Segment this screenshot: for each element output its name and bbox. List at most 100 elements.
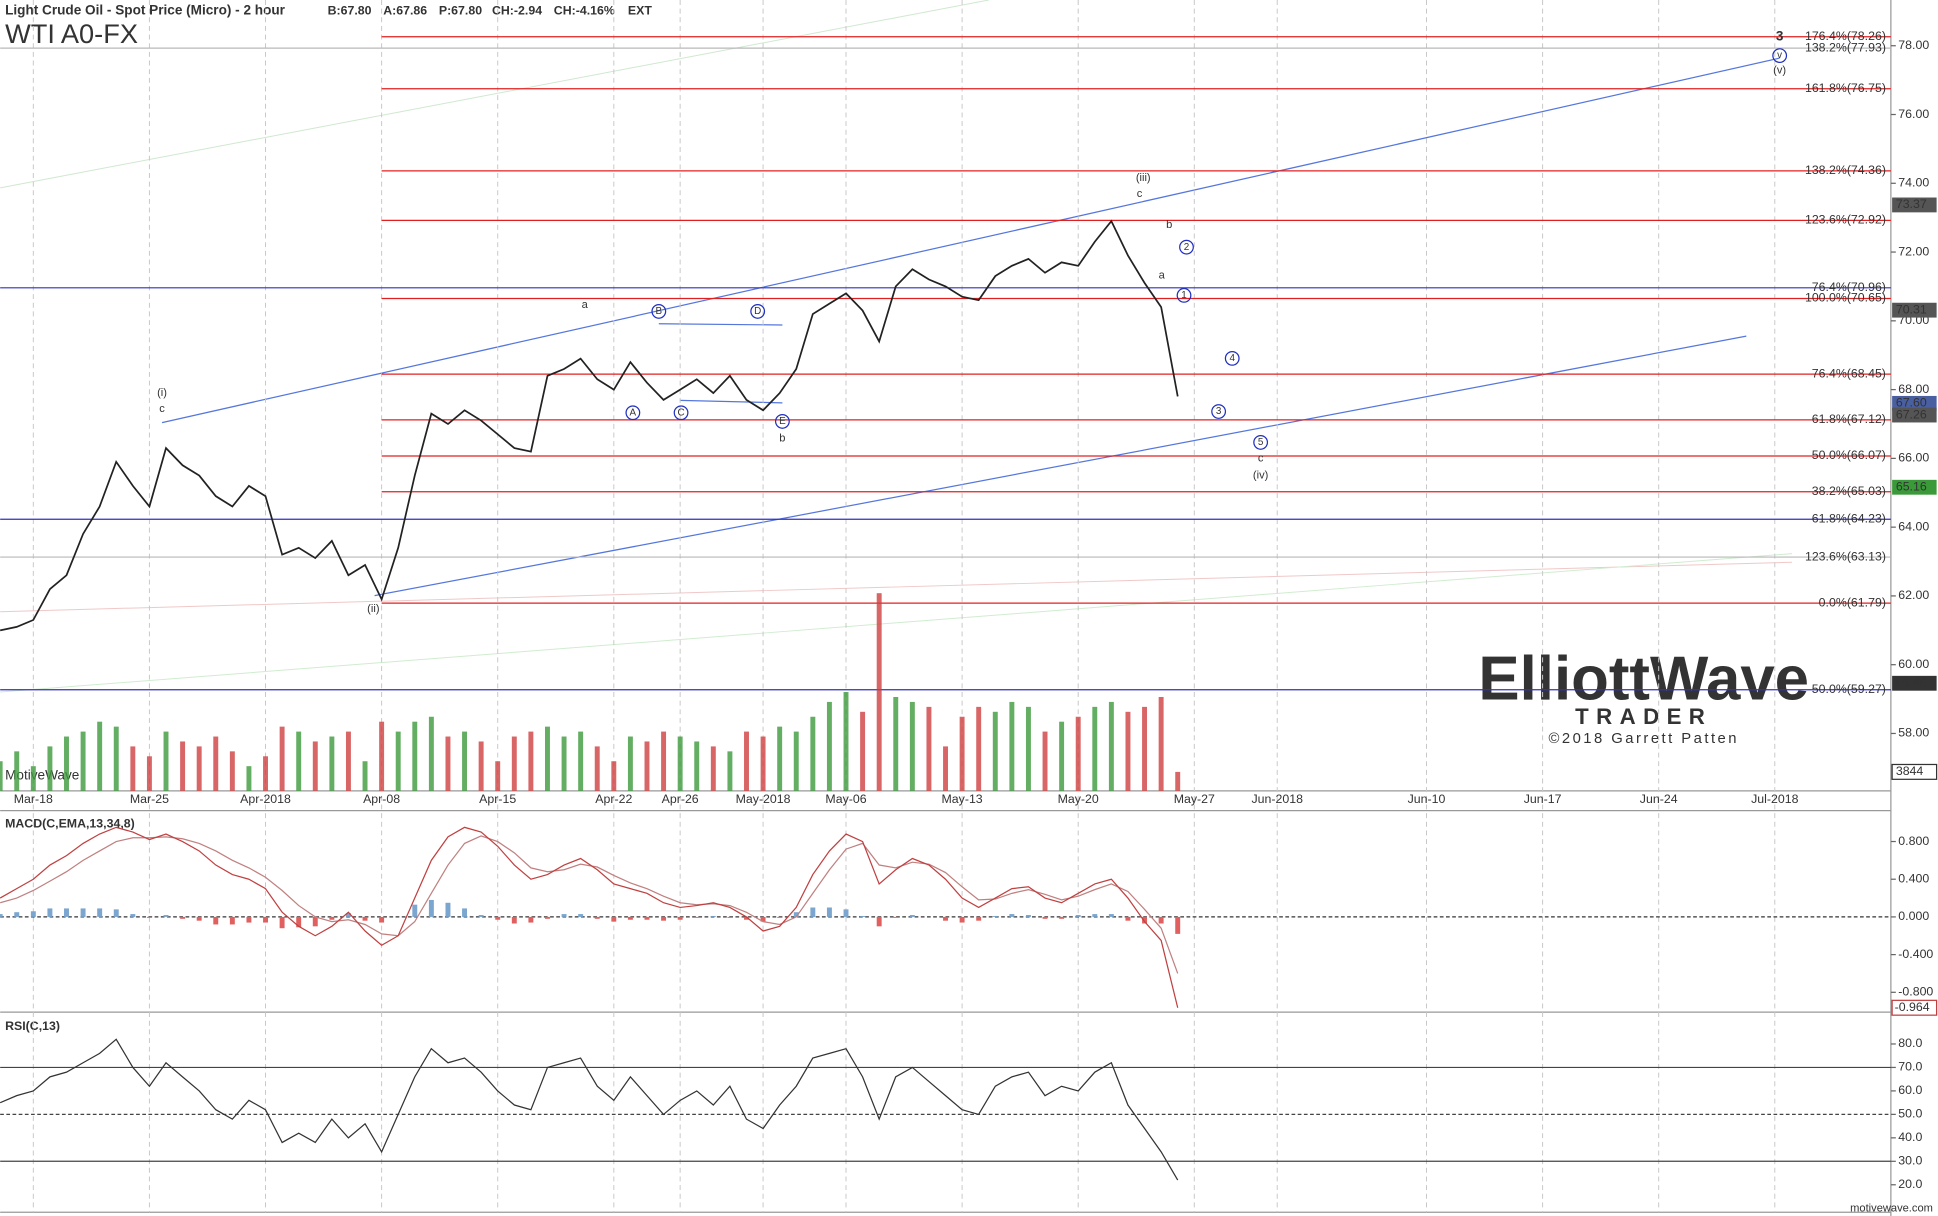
macd-histogram-bar [826, 907, 832, 917]
wave-circle [750, 304, 766, 319]
macd-histogram-bar [47, 908, 53, 917]
quote-item: CH:-4.16% [554, 3, 615, 17]
wave-label: c [1258, 452, 1264, 464]
wave-label: (iii) [1136, 172, 1151, 184]
volume-bar [30, 766, 36, 791]
ma-line [0, 0, 989, 189]
ma-line [0, 561, 1793, 613]
macd-histogram-bar [180, 916, 186, 919]
macd-badge [1891, 999, 1938, 1016]
fib-label: 50.0%(66.07) [1812, 448, 1886, 462]
macd-histogram-bar [246, 916, 252, 923]
volume-bar [1158, 696, 1164, 791]
macd-histogram-bar [329, 916, 335, 920]
volume-bar [14, 751, 20, 791]
price-badge [1892, 197, 1937, 213]
macd-histogram-bar [14, 912, 20, 917]
wave-label: 3 [1776, 29, 1784, 44]
volume-bar [793, 731, 799, 791]
volume-bar [80, 731, 86, 791]
wave-label: v [1777, 50, 1782, 61]
volume-bar [362, 761, 368, 791]
fib-label: 38.2%(65.03) [1812, 484, 1886, 498]
fib-label: 138.2%(77.93) [1805, 40, 1886, 54]
volume-bar [296, 731, 302, 791]
volume-bar [163, 731, 169, 791]
quote-item: P:67.80 [439, 3, 482, 17]
volume-bar [1092, 706, 1098, 791]
volume-bar [909, 701, 915, 791]
wave-circle [1772, 48, 1788, 64]
wave-circle [774, 413, 790, 429]
wave-label: D [754, 306, 761, 317]
volume-bar [47, 746, 53, 791]
watermark: TRADER [1575, 704, 1712, 729]
volume-bar [64, 736, 69, 791]
volume-bar [1025, 706, 1031, 791]
macd-badge-label: -0.964 [1895, 1000, 1930, 1014]
volume-bar [545, 726, 550, 791]
wave-label: c [159, 403, 165, 415]
volume-bar [1075, 716, 1081, 791]
quote-item: EXT [628, 3, 652, 17]
macd-histogram-bar [545, 916, 550, 919]
macd-histogram-bar [876, 916, 882, 927]
volume-bar [976, 706, 982, 791]
macd-histogram-bar [279, 916, 285, 929]
wave-label: a [582, 299, 589, 311]
chart-title: Light Crude Oil - Spot Price (Micro) - 2… [5, 3, 286, 18]
fib-label: 176.4%(78.26) [1805, 29, 1886, 43]
macd-histogram-bar [462, 908, 468, 917]
x-tick-label: Jun-10 [1408, 792, 1446, 806]
macd-signal-line [0, 835, 1179, 974]
volume-bar [428, 716, 434, 791]
volume-bar [777, 726, 783, 791]
volume-bar [1009, 701, 1015, 791]
macd-histogram-bar [478, 915, 484, 917]
layout [0, 0, 1892, 1216]
volume-bar [843, 692, 849, 791]
y-tick-label: 0.400 [1898, 871, 1929, 885]
volume-bar [312, 741, 318, 791]
macd-histogram-bar [1108, 914, 1114, 917]
volume-bar [279, 726, 285, 791]
price-line [0, 219, 1179, 632]
macd-histogram-bar [561, 914, 567, 917]
macd-histogram-bar [445, 902, 451, 917]
volume-bar [1175, 771, 1181, 791]
macd-histogram-bar [30, 911, 36, 917]
y-tick-label: 40.0 [1898, 1130, 1922, 1144]
watermark: ©2018 Garrett Patten [1549, 731, 1739, 747]
macd-histogram-bar [296, 916, 302, 928]
volume-bar [943, 746, 948, 791]
macd-histogram-bar [627, 916, 633, 920]
wave-label: B [656, 306, 663, 317]
wave-label: b [779, 433, 785, 445]
quote-item: A:67.86 [383, 3, 427, 17]
macd-histogram-bar [578, 914, 584, 917]
x-tick-label: May-2018 [736, 792, 791, 806]
x-tick-label: Mar-18 [14, 792, 53, 806]
macd-histogram-bar [495, 916, 501, 920]
x-tick-label: Apr-22 [595, 792, 632, 806]
wave-label: (i) [157, 387, 167, 399]
volume-bar [1125, 711, 1131, 791]
y-tick-label: 0.800 [1898, 834, 1929, 848]
macd-histogram-bar [1125, 916, 1131, 921]
macd-histogram-bar [1009, 914, 1015, 917]
macd-histogram-bar [992, 915, 998, 917]
volume-bar [213, 736, 219, 791]
price-badge-label: 67.26 [1896, 407, 1927, 421]
volume-bar [462, 731, 468, 791]
y-tick-label: 78.00 [1898, 38, 1929, 52]
price-badge-label: 70.31 [1896, 302, 1927, 316]
fib-label: 50.0%(59.27) [1812, 682, 1886, 696]
volume-bar [860, 711, 866, 791]
x-tick-label: Apr-2018 [240, 792, 291, 806]
fib-label: 138.2%(74.36) [1805, 163, 1886, 177]
macd-histogram-bar [97, 908, 103, 917]
wave-label: (iv) [1253, 470, 1269, 482]
macd-histogram-bar [644, 916, 650, 920]
volume-bar [495, 761, 501, 791]
volume-bar [478, 741, 484, 791]
